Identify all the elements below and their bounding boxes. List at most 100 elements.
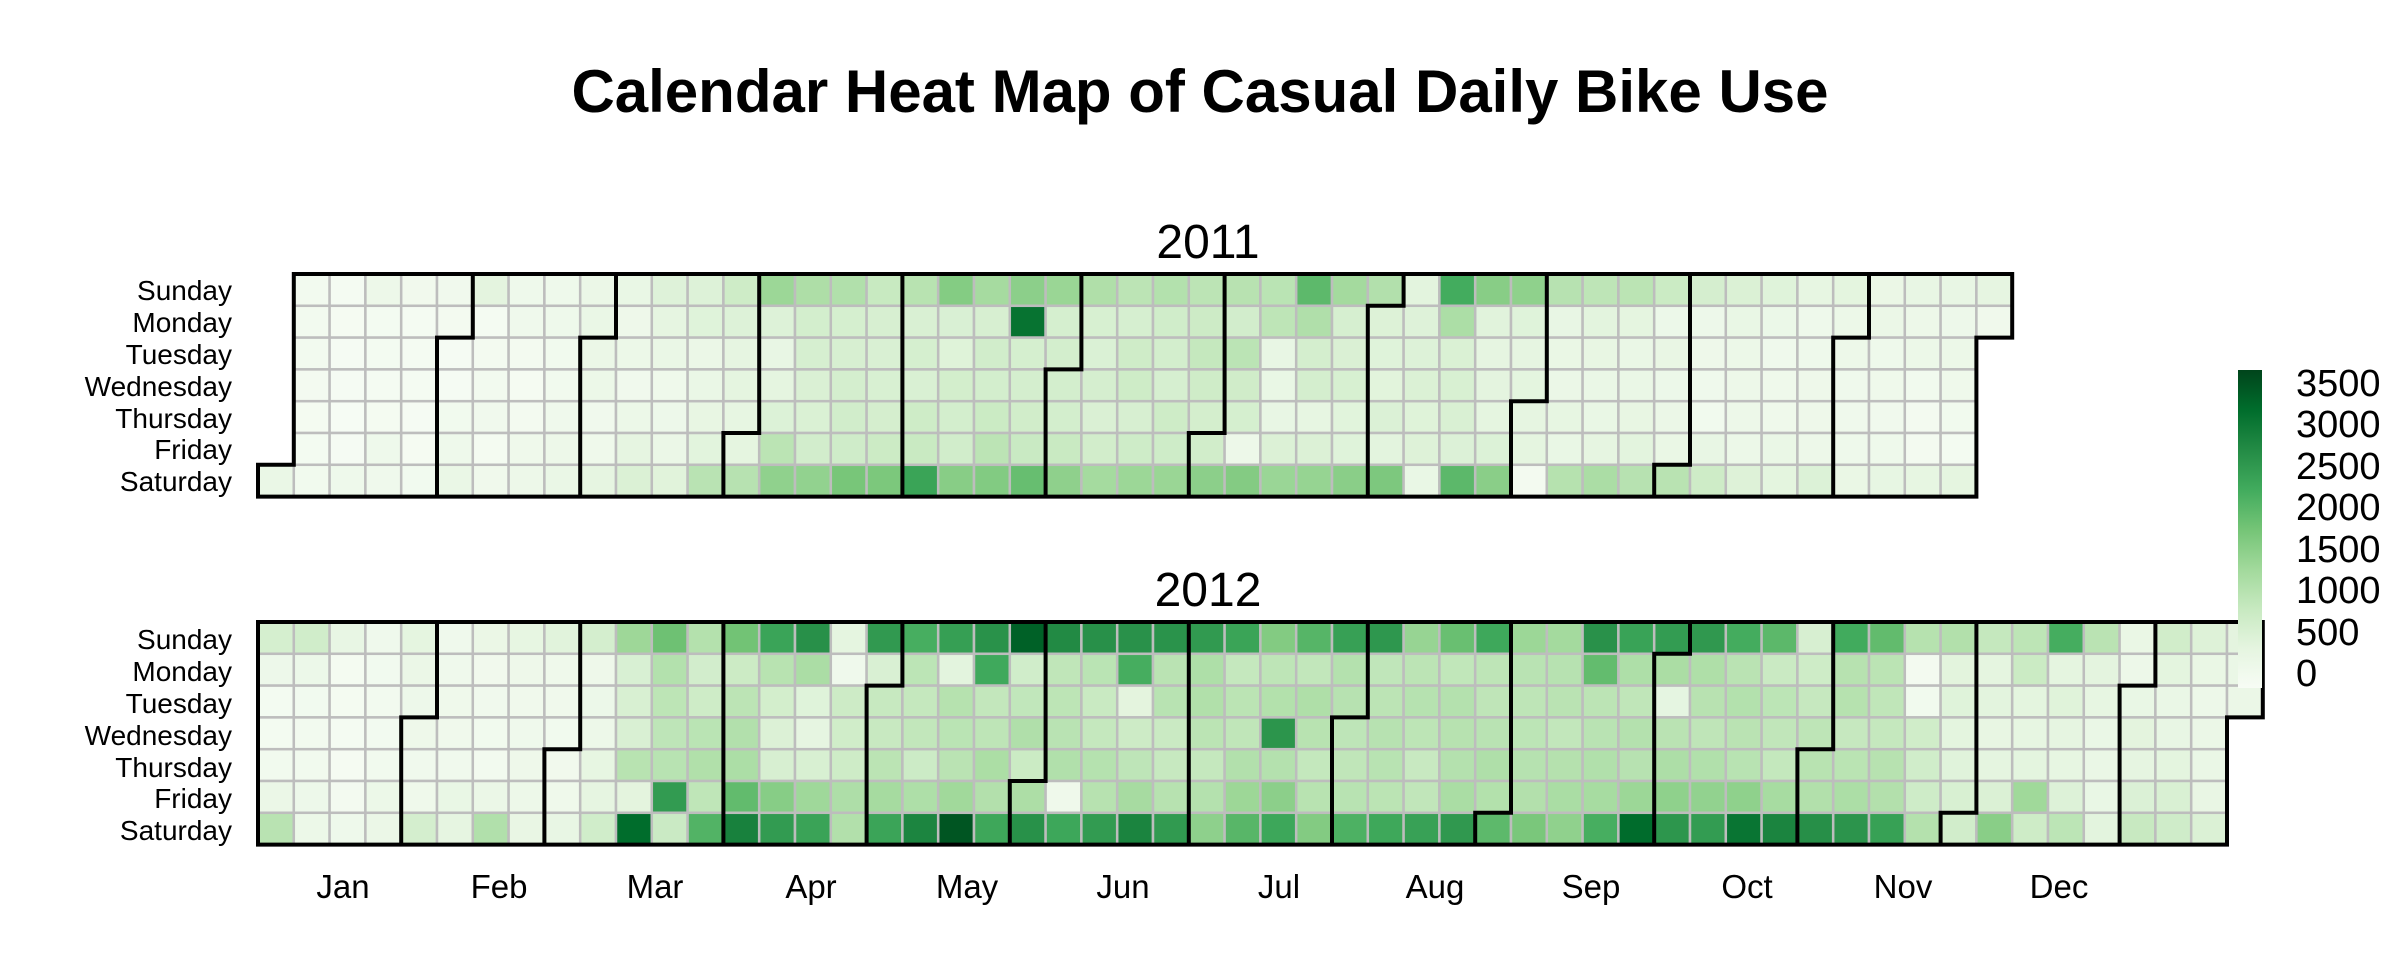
heatmap-cell xyxy=(650,620,689,656)
heatmap-cell xyxy=(686,716,725,751)
month-label: Feb xyxy=(471,868,528,905)
heatmap-cell xyxy=(650,368,689,403)
heatmap-cell xyxy=(292,811,331,846)
day-label: Wednesday xyxy=(85,720,232,751)
heatmap-cell xyxy=(1115,399,1155,435)
month-label: Mar xyxy=(627,868,684,905)
heatmap-cell xyxy=(1151,304,1191,339)
heatmap-cell xyxy=(1688,399,1728,435)
heatmap-cell xyxy=(2118,620,2157,656)
heatmap-cell xyxy=(936,368,976,403)
heatmap-cell xyxy=(972,747,1012,783)
heatmap-cell xyxy=(578,431,618,467)
heatmap-cell xyxy=(1688,620,1728,656)
heatmap-cell xyxy=(1438,336,1477,371)
heatmap-cell xyxy=(1366,336,1405,371)
heatmap-cell xyxy=(1151,368,1191,403)
heatmap-cell xyxy=(1975,779,2014,815)
heatmap-cell xyxy=(1903,336,1942,371)
heatmap-cell xyxy=(1652,272,1692,308)
heatmap-cell xyxy=(1903,368,1942,403)
heatmap-cell xyxy=(1187,716,1226,751)
heatmap-cell xyxy=(292,779,331,815)
heatmap-cell xyxy=(1187,336,1226,371)
heatmap-cell xyxy=(972,399,1012,435)
heatmap-cell xyxy=(1581,399,1620,435)
heatmap-cell xyxy=(1688,747,1728,783)
heatmap-cell xyxy=(1366,684,1405,719)
heatmap-cell xyxy=(1151,747,1191,783)
heatmap-cell xyxy=(865,652,904,687)
heatmap-cell xyxy=(1688,272,1728,308)
heatmap-cell xyxy=(1473,304,1513,339)
heatmap-cell xyxy=(1223,747,1262,783)
heatmap-cell xyxy=(1187,811,1226,846)
heatmap-cell xyxy=(471,779,510,815)
heatmap-cell xyxy=(1044,811,1083,846)
heatmap-cell xyxy=(614,368,654,403)
heatmap-cell xyxy=(292,399,331,435)
heatmap-cell xyxy=(328,368,367,403)
heatmap-cell xyxy=(364,336,403,371)
heatmap-cell xyxy=(650,304,689,339)
heatmap-cell xyxy=(2082,716,2121,751)
heatmap-cell xyxy=(1867,336,1907,371)
heatmap-cell xyxy=(614,716,654,751)
heatmap-cell xyxy=(399,368,439,403)
heatmap-cell xyxy=(328,272,367,308)
heatmap-cell xyxy=(1330,811,1370,846)
heatmap-cell xyxy=(292,431,331,467)
heatmap-cell xyxy=(2046,747,2086,783)
heatmap-cell xyxy=(1545,747,1584,783)
heatmap-cell xyxy=(650,272,689,308)
heatmap-cell xyxy=(1259,304,1298,339)
heatmap-cell xyxy=(865,272,904,308)
heatmap-cell xyxy=(1080,304,1119,339)
month-label: Oct xyxy=(1721,868,1772,905)
heatmap-cell xyxy=(1080,747,1119,783)
heatmap-cell xyxy=(1939,336,1978,371)
heatmap-cell xyxy=(829,684,868,719)
heatmap-cell xyxy=(1115,336,1155,371)
heatmap-cell xyxy=(399,399,439,435)
heatmap-cell xyxy=(435,747,475,783)
heatmap-cell xyxy=(1975,304,2014,339)
heatmap-cell xyxy=(364,272,403,308)
heatmap-cell xyxy=(1688,463,1728,498)
heatmap-cell xyxy=(1652,652,1692,687)
day-label: Saturday xyxy=(120,466,232,497)
heatmap-cell xyxy=(1796,336,1835,371)
heatmap-cell xyxy=(1187,304,1226,339)
heatmap-cell xyxy=(1688,811,1728,846)
heatmap-cell xyxy=(1438,272,1477,308)
heatmap-cell xyxy=(364,368,403,403)
heatmap-cell xyxy=(2046,652,2086,687)
heatmap-cell xyxy=(1151,272,1191,308)
heatmap-cell xyxy=(1903,304,1942,339)
heatmap-cell xyxy=(1617,304,1656,339)
heatmap-cell xyxy=(614,620,654,656)
heatmap-cell xyxy=(686,304,725,339)
heatmap-cell xyxy=(1402,272,1441,308)
heatmap-cell xyxy=(901,272,940,308)
heatmap-cell xyxy=(1223,652,1262,687)
heatmap-cell xyxy=(471,336,510,371)
heatmap-cell xyxy=(543,716,582,751)
heatmap-cell xyxy=(1581,684,1620,719)
heatmap-cell xyxy=(901,304,940,339)
heatmap-cell xyxy=(793,747,833,783)
heatmap-cell xyxy=(1760,811,1799,846)
heatmap-cell xyxy=(2154,716,2193,751)
heatmap-cell xyxy=(1581,272,1620,308)
heatmap-cell xyxy=(1080,684,1119,719)
heatmap-cell xyxy=(471,272,510,308)
heatmap-cell xyxy=(1080,652,1119,687)
heatmap-cell xyxy=(722,368,761,403)
heatmap-cell xyxy=(865,747,904,783)
heatmap-cell xyxy=(1939,811,1978,846)
heatmap-cell xyxy=(435,431,475,467)
heatmap-cell xyxy=(1545,336,1584,371)
heatmap-cell xyxy=(1115,304,1155,339)
heatmap-cell xyxy=(292,304,331,339)
heatmap-cell xyxy=(614,652,654,687)
